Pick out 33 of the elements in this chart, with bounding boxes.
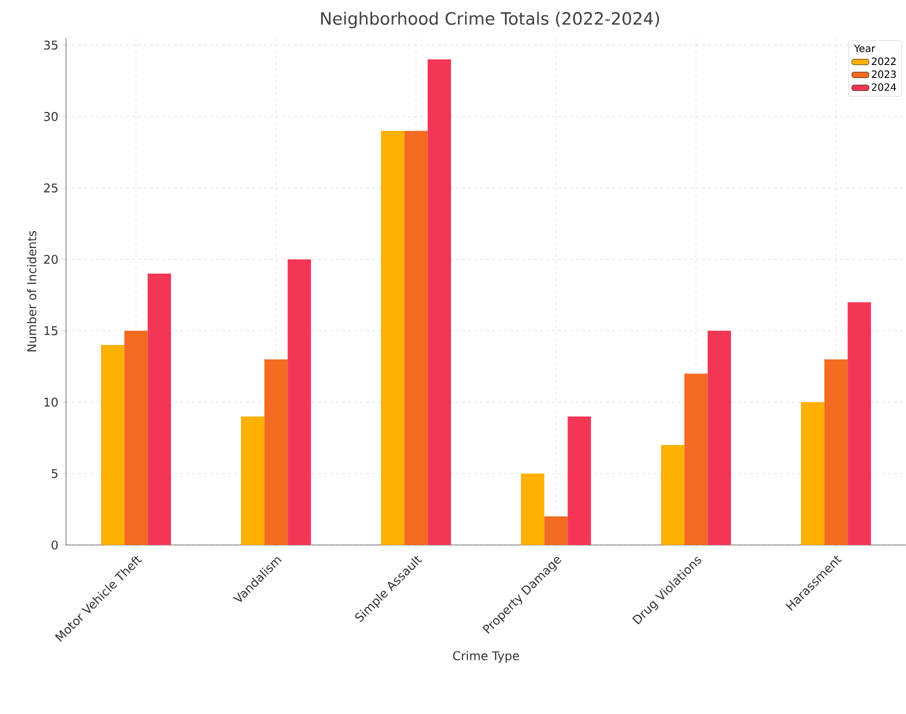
y-tick-label: 15 (44, 326, 58, 336)
y-axis-title: Number of Incidents (27, 231, 36, 352)
legend-label: 2024 (872, 83, 896, 91)
bar (404, 130, 428, 545)
y-tick-label: 35 (44, 40, 58, 50)
y-tick-label: 25 (44, 183, 58, 192)
y-tick-label: 5 (52, 469, 58, 478)
legend-label: 2022 (872, 58, 896, 66)
bar (101, 345, 124, 545)
y-tick-label: 10 (44, 398, 58, 407)
bar (708, 330, 731, 545)
bar (521, 474, 544, 545)
bar (288, 259, 311, 545)
x-axis-title: Crime Type (453, 651, 519, 663)
legend-title: Year (854, 44, 876, 52)
bar (428, 59, 452, 545)
y-tick-label: 30 (44, 112, 58, 122)
bar (148, 274, 172, 545)
bar (264, 359, 288, 545)
bar (684, 374, 708, 545)
chart-title: Neighborhood Crime Totals (2022-2024) (321, 12, 660, 28)
bar (241, 416, 264, 545)
bar (381, 130, 404, 545)
bar (661, 445, 684, 545)
bar (824, 359, 848, 545)
y-tick-label: 0 (52, 540, 58, 550)
legend-label: 2023 (872, 70, 896, 78)
bar (801, 402, 824, 545)
bar (544, 516, 568, 545)
bar (568, 416, 591, 545)
bar (124, 330, 148, 545)
y-tick-label: 20 (44, 254, 58, 264)
bar (848, 302, 871, 545)
